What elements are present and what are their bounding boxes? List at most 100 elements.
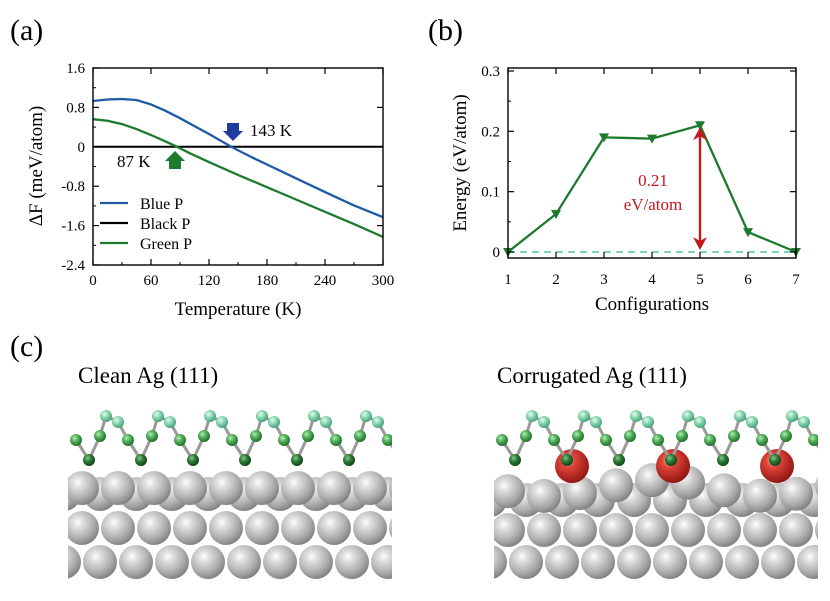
p-atom xyxy=(343,454,355,466)
a-ytick-label: 0.8 xyxy=(66,100,85,116)
p-atom xyxy=(786,410,798,422)
p-atom xyxy=(112,416,124,428)
p-atom xyxy=(360,410,372,422)
ag-atom xyxy=(494,545,507,579)
p-atom xyxy=(291,454,303,466)
corrugated-ag-structure xyxy=(494,410,818,579)
a-xtick-label: 0 xyxy=(89,273,97,289)
a-ytick-label: 1.6 xyxy=(66,61,85,77)
ag-atom xyxy=(173,511,207,545)
p-atom xyxy=(798,416,810,428)
p-atom xyxy=(526,410,538,422)
p-atom xyxy=(769,454,781,466)
p-atom xyxy=(302,430,314,442)
structR-atoms xyxy=(494,410,818,579)
ag-adatom xyxy=(760,449,794,483)
ag-atom xyxy=(599,513,633,547)
arrowhead-up-icon xyxy=(693,127,707,141)
ag-atom xyxy=(137,511,171,545)
panel-b-label: (b) xyxy=(428,14,463,47)
clean-ag-title: Clean Ag (111) xyxy=(78,363,218,388)
ag-atom xyxy=(743,478,777,513)
ag-atom xyxy=(137,471,171,505)
p-atom xyxy=(642,416,654,428)
p-atom xyxy=(548,434,560,446)
b-point-marker xyxy=(743,228,753,238)
ag-atom xyxy=(563,513,597,547)
p-atom xyxy=(652,434,664,446)
p-atom xyxy=(135,454,147,466)
ag-atom xyxy=(527,478,561,513)
ag-atom xyxy=(389,478,392,498)
b-xlabel: Configurations xyxy=(595,294,709,315)
ag-atom xyxy=(599,468,633,503)
b-xtick-label: 6 xyxy=(744,272,752,288)
p-atom xyxy=(164,416,176,428)
ag-atom xyxy=(815,520,818,540)
arrowhead-down-icon xyxy=(693,236,707,250)
ag-atom xyxy=(119,545,153,579)
ag-atom xyxy=(581,545,615,579)
ag-atom xyxy=(545,545,579,579)
ag-atom xyxy=(191,545,225,579)
ag-atom xyxy=(725,545,759,579)
ag-adatom xyxy=(656,449,690,483)
b-frame xyxy=(507,67,797,259)
chart-b: 1 2 3 4 5 6 7 0 0.1 0.2 0.3 0.21 eV/atom Configura… xyxy=(450,64,801,315)
p-atom xyxy=(578,410,590,422)
a-xtick-label: 180 xyxy=(256,273,279,289)
p-atom xyxy=(682,410,694,422)
p-atom xyxy=(122,434,134,446)
p-atom xyxy=(808,434,818,446)
ag-atom xyxy=(335,545,369,579)
p-atom xyxy=(717,454,729,466)
ag-atom xyxy=(245,511,279,545)
b-point-marker xyxy=(599,133,609,143)
p-atom xyxy=(198,430,210,442)
p-atom xyxy=(278,434,290,446)
ag-atom xyxy=(101,511,135,545)
p-atom xyxy=(320,416,332,428)
ag-atom xyxy=(494,474,525,509)
b-points xyxy=(503,121,801,257)
b-barrier-value: 0.21 xyxy=(638,171,668,190)
a-xtick-label: 300 xyxy=(372,273,395,289)
ag-atom xyxy=(68,545,81,579)
p-atom xyxy=(354,430,366,442)
ag-atom xyxy=(281,511,315,545)
p-atom xyxy=(70,434,82,446)
b-ytick-label: 0.2 xyxy=(481,124,500,140)
ag-atom xyxy=(707,473,741,508)
a-green-p-line xyxy=(92,118,384,238)
p-atom xyxy=(424,416,436,428)
ag-atom xyxy=(317,511,351,545)
p-atom xyxy=(665,454,677,466)
ag-atom xyxy=(689,545,723,579)
p-atom xyxy=(561,454,573,466)
ag-atom xyxy=(68,511,99,545)
corrugated-ag-title: Corrugated Ag (111) xyxy=(497,363,687,388)
p-atom xyxy=(83,454,95,466)
a-ytick-label: -0.8 xyxy=(61,179,85,195)
ag-atom xyxy=(779,513,813,547)
legend-blue-label: Blue P xyxy=(140,196,183,213)
a-xtick-label: 240 xyxy=(314,273,337,289)
b-xtick-label: 4 xyxy=(648,272,656,288)
ag-atom xyxy=(743,513,777,547)
b-ytick-label: 0 xyxy=(493,245,501,261)
ag-atom xyxy=(494,513,525,547)
p-atom xyxy=(187,454,199,466)
ag-atom xyxy=(101,471,135,505)
p-atom xyxy=(146,430,158,442)
chart-a: 0 60 120 180 240 300 -2.4 -1.6 -0.8 0 0.8 1.6 Blue … xyxy=(26,61,394,320)
p-atom xyxy=(538,416,550,428)
ag-atom xyxy=(83,545,117,579)
ag-atom xyxy=(527,513,561,547)
a-ytick-label: -1.6 xyxy=(61,219,85,235)
p-atom xyxy=(239,454,251,466)
a-frame xyxy=(92,67,384,266)
p-atom xyxy=(406,430,418,442)
p-atom xyxy=(704,434,716,446)
clean-ag-structure xyxy=(68,410,436,579)
